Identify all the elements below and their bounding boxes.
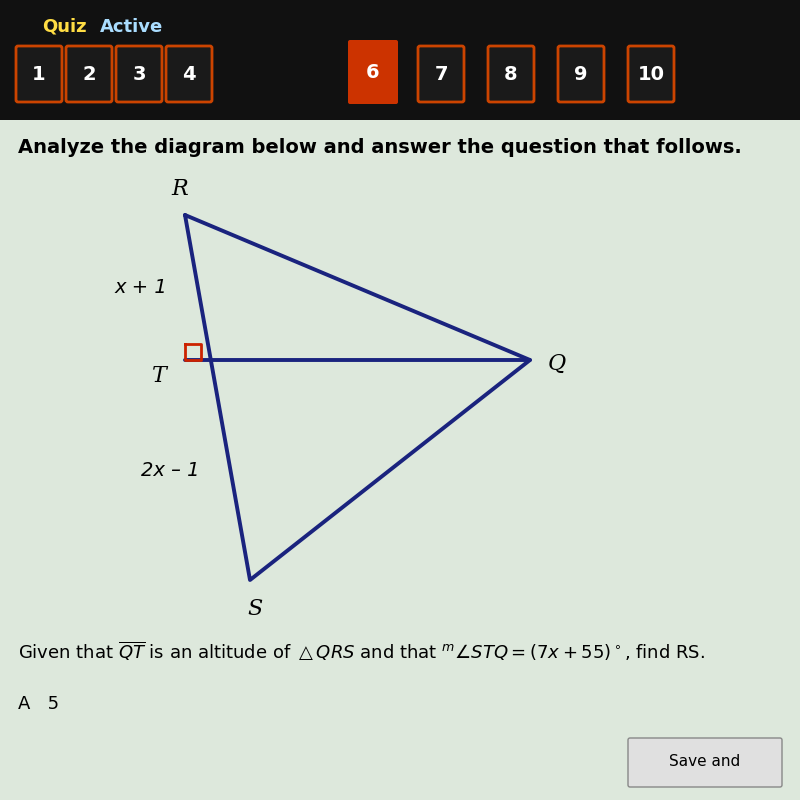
Text: Quiz: Quiz [42, 18, 86, 36]
Text: 10: 10 [638, 66, 665, 85]
FancyBboxPatch shape [66, 46, 112, 102]
FancyBboxPatch shape [418, 46, 464, 102]
Text: 3: 3 [132, 66, 146, 85]
Text: Analyze the diagram below and answer the question that follows.: Analyze the diagram below and answer the… [18, 138, 742, 157]
Bar [0, 0, 800, 120]
Text: S: S [247, 598, 262, 620]
Text: 7: 7 [434, 66, 448, 85]
Text: 6: 6 [366, 62, 380, 82]
FancyBboxPatch shape [628, 738, 782, 787]
Text: Active: Active [100, 18, 163, 36]
Text: 9: 9 [574, 66, 588, 85]
Text: 8: 8 [504, 66, 518, 85]
FancyBboxPatch shape [116, 46, 162, 102]
Text: R: R [172, 178, 188, 200]
Text: Given that $\overline{QT}$ is an altitude of $\triangle QRS$ and that $^{m}\angl: Given that $\overline{QT}$ is an altitud… [18, 640, 705, 663]
FancyBboxPatch shape [628, 46, 674, 102]
Text: A   5: A 5 [18, 695, 59, 713]
Text: Save and: Save and [670, 754, 741, 770]
Text: x + 1: x + 1 [114, 278, 167, 297]
FancyBboxPatch shape [166, 46, 212, 102]
Bar [0, 120, 800, 800]
FancyBboxPatch shape [348, 40, 398, 104]
FancyBboxPatch shape [16, 46, 62, 102]
Text: 2: 2 [82, 66, 96, 85]
Text: 2x – 1: 2x – 1 [141, 461, 199, 479]
Text: T: T [152, 365, 167, 387]
Text: 4: 4 [182, 66, 196, 85]
Text: Q: Q [548, 353, 566, 375]
FancyBboxPatch shape [558, 46, 604, 102]
FancyBboxPatch shape [488, 46, 534, 102]
Text: 1: 1 [32, 66, 46, 85]
